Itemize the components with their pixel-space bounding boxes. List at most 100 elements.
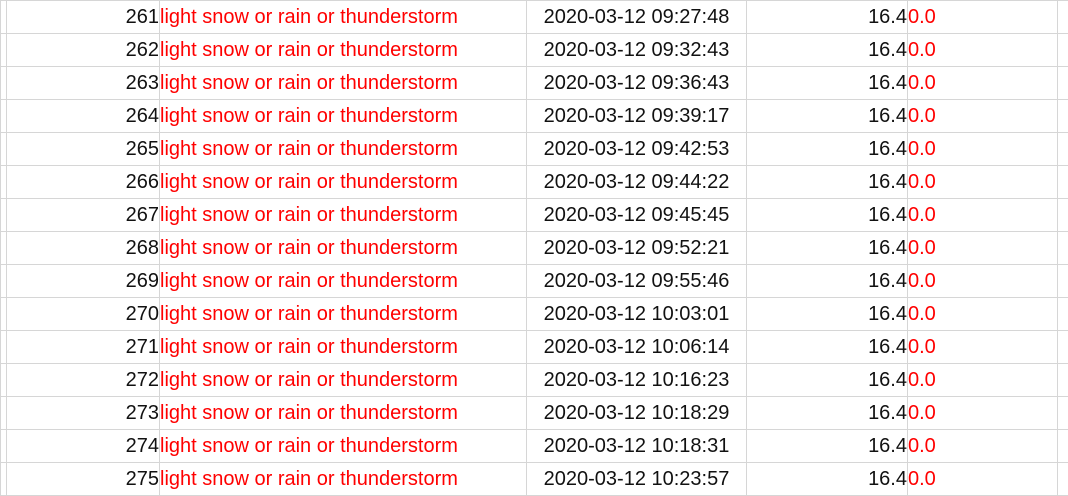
cell-empty[interactable]	[1057, 165, 1068, 199]
cell-extra[interactable]: 0.0	[907, 99, 1058, 133]
cell-id[interactable]: 266	[6, 165, 160, 199]
cell-value[interactable]: 16.4	[746, 297, 908, 331]
cell-extra[interactable]: 0.0	[907, 231, 1058, 265]
cell-empty[interactable]	[1057, 132, 1068, 166]
cell-extra[interactable]: 0.0	[907, 297, 1058, 331]
cell-id[interactable]: 265	[6, 132, 160, 166]
cell-condition[interactable]: light snow or rain or thunderstorm	[159, 99, 527, 133]
cell-empty[interactable]	[1057, 66, 1068, 100]
cell-condition[interactable]: light snow or rain or thunderstorm	[159, 33, 527, 67]
cell-value[interactable]: 16.4	[746, 99, 908, 133]
cell-empty[interactable]	[1057, 363, 1068, 397]
cell-timestamp[interactable]: 2020-03-12 09:44:22	[526, 165, 747, 199]
cell-extra[interactable]: 0.0	[907, 132, 1058, 166]
cell-id[interactable]: 271	[6, 330, 160, 364]
cell-value[interactable]: 16.4	[746, 363, 908, 397]
cell-extra[interactable]: 0.0	[907, 462, 1058, 496]
cell-timestamp[interactable]: 2020-03-12 09:52:21	[526, 231, 747, 265]
cell-timestamp[interactable]: 2020-03-12 10:18:31	[526, 429, 747, 463]
table-row: 270 light snow or rain or thunderstorm 2…	[0, 297, 1068, 331]
cell-extra[interactable]: 0.0	[907, 396, 1058, 430]
cell-extra[interactable]: 0.0	[907, 330, 1058, 364]
cell-timestamp[interactable]: 2020-03-12 09:32:43	[526, 33, 747, 67]
cell-empty[interactable]	[1057, 198, 1068, 232]
cell-condition[interactable]: light snow or rain or thunderstorm	[159, 330, 527, 364]
cell-empty[interactable]	[1057, 99, 1068, 133]
cell-empty[interactable]	[1057, 330, 1068, 364]
cell-empty[interactable]	[1057, 297, 1068, 331]
cell-id[interactable]: 261	[6, 0, 160, 34]
table-row: 268 light snow or rain or thunderstorm 2…	[0, 231, 1068, 265]
cell-condition[interactable]: light snow or rain or thunderstorm	[159, 264, 527, 298]
cell-empty[interactable]	[1057, 264, 1068, 298]
cell-empty[interactable]	[1057, 231, 1068, 265]
cell-condition[interactable]: light snow or rain or thunderstorm	[159, 396, 527, 430]
cell-extra[interactable]: 0.0	[907, 165, 1058, 199]
cell-id[interactable]: 264	[6, 99, 160, 133]
cell-timestamp[interactable]: 2020-03-12 09:27:48	[526, 0, 747, 34]
cell-empty[interactable]	[1057, 462, 1068, 496]
cell-value[interactable]: 16.4	[746, 330, 908, 364]
cell-extra[interactable]: 0.0	[907, 264, 1058, 298]
cell-id[interactable]: 262	[6, 33, 160, 67]
table-row: 263 light snow or rain or thunderstorm 2…	[0, 66, 1068, 100]
cell-extra[interactable]: 0.0	[907, 429, 1058, 463]
cell-extra[interactable]: 0.0	[907, 33, 1058, 67]
table-row: 272 light snow or rain or thunderstorm 2…	[0, 363, 1068, 397]
cell-value[interactable]: 16.4	[746, 264, 908, 298]
cell-extra[interactable]: 0.0	[907, 363, 1058, 397]
cell-timestamp[interactable]: 2020-03-12 10:18:29	[526, 396, 747, 430]
cell-id[interactable]: 269	[6, 264, 160, 298]
cell-id[interactable]: 263	[6, 66, 160, 100]
cell-extra[interactable]: 0.0	[907, 66, 1058, 100]
cell-empty[interactable]	[1057, 33, 1068, 67]
cell-id[interactable]: 268	[6, 231, 160, 265]
table-row: 262 light snow or rain or thunderstorm 2…	[0, 33, 1068, 67]
cell-condition[interactable]: light snow or rain or thunderstorm	[159, 198, 527, 232]
cell-value[interactable]: 16.4	[746, 0, 908, 34]
cell-extra[interactable]: 0.0	[907, 198, 1058, 232]
cell-condition[interactable]: light snow or rain or thunderstorm	[159, 462, 527, 496]
cell-empty[interactable]	[1057, 429, 1068, 463]
cell-value[interactable]: 16.4	[746, 132, 908, 166]
cell-condition[interactable]: light snow or rain or thunderstorm	[159, 0, 527, 34]
cell-timestamp[interactable]: 2020-03-12 09:42:53	[526, 132, 747, 166]
cell-timestamp[interactable]: 2020-03-12 10:16:23	[526, 363, 747, 397]
cell-timestamp[interactable]: 2020-03-12 10:23:57	[526, 462, 747, 496]
table-row: 266 light snow or rain or thunderstorm 2…	[0, 165, 1068, 199]
cell-condition[interactable]: light snow or rain or thunderstorm	[159, 165, 527, 199]
cell-value[interactable]: 16.4	[746, 396, 908, 430]
cell-condition[interactable]: light snow or rain or thunderstorm	[159, 132, 527, 166]
cell-value[interactable]: 16.4	[746, 462, 908, 496]
cell-timestamp[interactable]: 2020-03-12 09:55:46	[526, 264, 747, 298]
cell-id[interactable]: 270	[6, 297, 160, 331]
cell-value[interactable]: 16.4	[746, 198, 908, 232]
cell-empty[interactable]	[1057, 396, 1068, 430]
cell-timestamp[interactable]: 2020-03-12 09:39:17	[526, 99, 747, 133]
cell-value[interactable]: 16.4	[746, 33, 908, 67]
cell-value[interactable]: 16.4	[746, 165, 908, 199]
cell-empty[interactable]	[1057, 0, 1068, 34]
cell-condition[interactable]: light snow or rain or thunderstorm	[159, 231, 527, 265]
cell-id[interactable]: 272	[6, 363, 160, 397]
cell-value[interactable]: 16.4	[746, 231, 908, 265]
cell-timestamp[interactable]: 2020-03-12 09:36:43	[526, 66, 747, 100]
cell-timestamp[interactable]: 2020-03-12 10:03:01	[526, 297, 747, 331]
cell-id[interactable]: 274	[6, 429, 160, 463]
cell-condition[interactable]: light snow or rain or thunderstorm	[159, 363, 527, 397]
cell-id[interactable]: 275	[6, 462, 160, 496]
cell-id[interactable]: 267	[6, 198, 160, 232]
cell-condition[interactable]: light snow or rain or thunderstorm	[159, 297, 527, 331]
cell-id[interactable]: 273	[6, 396, 160, 430]
cell-value[interactable]: 16.4	[746, 66, 908, 100]
cell-extra[interactable]: 0.0	[907, 0, 1058, 34]
cell-condition[interactable]: light snow or rain or thunderstorm	[159, 66, 527, 100]
cell-value[interactable]: 16.4	[746, 429, 908, 463]
table-row: 261 light snow or rain or thunderstorm 2…	[0, 0, 1068, 34]
cell-timestamp[interactable]: 2020-03-12 09:45:45	[526, 198, 747, 232]
cell-timestamp[interactable]: 2020-03-12 10:06:14	[526, 330, 747, 364]
cell-condition[interactable]: light snow or rain or thunderstorm	[159, 429, 527, 463]
